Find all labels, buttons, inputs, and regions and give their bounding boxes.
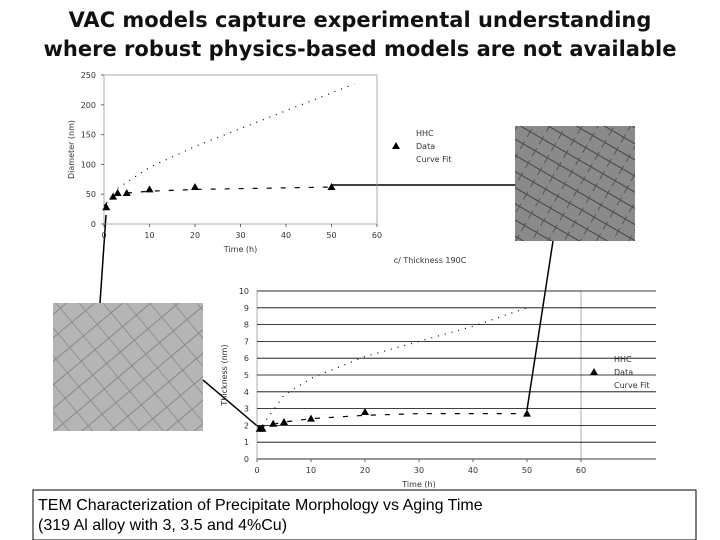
- y-tick-label: 6: [244, 354, 249, 363]
- x-tick-label: 20: [360, 466, 370, 475]
- y-tick-label: 100: [81, 160, 96, 169]
- legend-label: HHC: [614, 355, 632, 364]
- legend-label: Data: [416, 142, 435, 151]
- data-point: [327, 183, 336, 191]
- slide-title: VAC models capture experimental understa…: [69, 8, 652, 32]
- plot-frame: [103, 74, 378, 225]
- x-axis-label: Time (h): [401, 480, 435, 489]
- y-tick-label: 4: [244, 388, 249, 397]
- y-tick-label: 150: [81, 131, 96, 140]
- data-point: [269, 419, 278, 427]
- legend-marker: [392, 142, 400, 149]
- x-tick-label: 30: [235, 231, 245, 240]
- x-tick-label: 30: [414, 466, 424, 475]
- tem-image: [53, 303, 203, 431]
- x-tick-label: 50: [326, 231, 336, 240]
- data-point: [361, 407, 369, 415]
- x-tick-label: 0: [101, 231, 106, 240]
- y-tick-label: 3: [244, 405, 249, 414]
- chart-title: c/ Thickness 190C: [394, 256, 467, 265]
- x-tick-label: 60: [372, 231, 382, 240]
- slide-title: where robust physics-based models are no…: [44, 37, 677, 61]
- y-axis-label: Diameter (nm): [67, 120, 76, 179]
- y-tick-label: 9: [244, 304, 249, 313]
- connector: [99, 214, 107, 304]
- caption: (319 Al alloy with 3, 3.5 and 4%Cu): [38, 517, 287, 534]
- x-tick-label: 10: [144, 231, 154, 240]
- data-point: [122, 189, 131, 197]
- y-tick-label: 5: [244, 371, 249, 380]
- y-tick-label: 200: [81, 101, 96, 110]
- x-tick-label: 40: [468, 466, 478, 475]
- connector: [526, 240, 554, 411]
- data-point: [113, 189, 122, 197]
- legend-label: Curve Fit: [614, 381, 650, 390]
- x-tick-label: 50: [522, 466, 532, 475]
- data-point: [258, 424, 267, 432]
- y-tick-label: 0: [244, 455, 249, 464]
- series-line: [259, 413, 527, 428]
- legend-marker: [590, 368, 598, 375]
- x-axis-label: Time (h): [223, 245, 257, 254]
- tem-image: [515, 126, 635, 241]
- data-point: [145, 185, 154, 193]
- x-tick-label: 10: [306, 466, 316, 475]
- series-line: [103, 186, 332, 207]
- y-axis-label: Thickness (nm): [220, 344, 229, 406]
- x-tick-label: 20: [190, 231, 200, 240]
- series-line: [261, 307, 528, 426]
- y-tick-label: 7: [244, 337, 249, 346]
- caption: TEM Characterization of Precipitate Morp…: [38, 497, 483, 514]
- series-line: [117, 83, 355, 189]
- connector: [202, 379, 263, 431]
- legend-label: Curve Fit: [416, 155, 452, 164]
- data-point: [109, 192, 118, 200]
- y-tick-label: 1: [244, 438, 249, 447]
- caption-box: [32, 489, 697, 540]
- data-point: [280, 418, 288, 426]
- y-tick-label: 10: [239, 287, 249, 296]
- y-tick-label: 50: [86, 190, 96, 199]
- x-tick-label: 40: [281, 231, 291, 240]
- data-point: [191, 183, 199, 191]
- data-point: [307, 414, 315, 422]
- y-tick-label: 2: [244, 421, 249, 430]
- y-tick-label: 0: [91, 220, 96, 229]
- data-point: [102, 203, 111, 211]
- x-tick-label: 60: [576, 466, 586, 475]
- legend-label: HHC: [416, 129, 434, 138]
- legend-label: Data: [614, 368, 633, 377]
- x-tick-label: 0: [254, 466, 259, 475]
- y-tick-label: 8: [244, 321, 249, 330]
- y-tick-label: 250: [81, 71, 96, 80]
